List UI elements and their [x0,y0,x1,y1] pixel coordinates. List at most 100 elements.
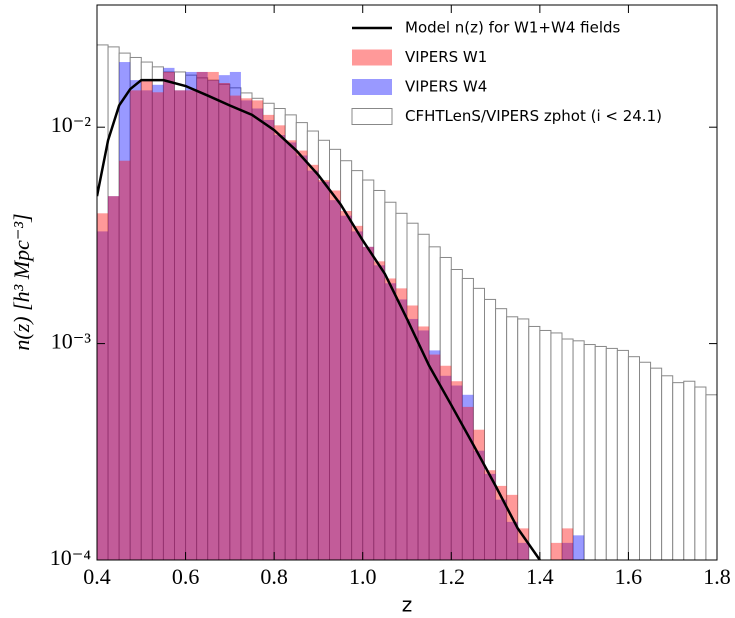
histogram-bar [152,92,164,560]
x-tick-label: 1.6 [615,564,643,589]
y-tick-label: 10⁻³ [51,329,92,354]
y-tick-label: 10⁻⁴ [50,545,92,570]
histogram-bar [174,90,186,560]
histogram-bar [683,380,696,560]
histogram-bar [351,225,363,560]
histogram-bar [141,80,153,560]
y-axis-label: n(z) [h³ Mpc⁻³] [9,213,34,350]
histogram-bar [119,160,131,560]
histogram-bar [108,196,120,560]
histogram-bar [307,170,319,560]
histogram-bar [418,326,430,560]
histogram-bar [207,80,219,560]
histogram-bar [550,332,563,560]
legend-swatch [352,49,392,66]
histogram-bar [252,100,264,560]
x-tick-label: 0.6 [172,564,200,589]
histogram-bar [495,499,507,560]
histogram-bar [229,71,241,560]
histogram-bar [594,345,607,560]
histogram-bar [163,71,175,560]
histogram-bar [119,62,131,560]
legend-label: VIPERS W1 [405,48,487,66]
histogram-bar [218,75,230,560]
model-line [97,78,541,560]
histogram-bar [562,542,574,560]
legend-swatch [352,79,392,95]
legend-label: Model n(z) for W1+W4 fields [405,19,621,37]
histogram-bar [473,450,485,560]
histogram-bar [484,473,496,560]
plot-area [97,44,717,560]
histogram-bar [185,90,197,560]
x-tick-label: 1.8 [703,564,731,589]
histogram-bar [218,83,230,560]
histogram-bar [473,429,485,560]
histogram-bar [196,71,208,560]
histogram-bar [506,494,518,560]
histogram-bar [573,535,585,560]
histogram-bar [152,84,164,560]
histogram-bar [318,181,330,560]
histogram-bar [130,80,142,560]
histogram-bar [318,180,330,560]
histogram-bar [185,71,197,560]
histogram-bar [296,150,308,560]
histogram-bar [451,385,463,560]
histogram-bar [528,325,541,560]
legend-swatch [351,108,393,125]
histogram-bar [108,196,120,560]
histogram-bar [639,361,652,560]
x-axis-label: z [402,593,413,617]
histogram-bar [583,344,596,560]
histogram-bar [340,215,352,560]
histogram-bar [506,521,518,560]
histogram-bar [351,231,363,560]
histogram-bar [627,356,641,560]
histogram-bar [252,108,264,560]
histogram-bar [240,98,252,560]
histogram-bar [141,90,153,560]
histogram-bar [440,375,452,560]
histogram-bar [462,406,474,560]
histogram-bar [395,288,407,560]
histogram-bar [163,67,175,560]
histogram-bar [429,350,441,560]
histogram-bar [616,349,629,560]
histogram-bar [495,485,507,560]
histogram-bar [561,338,574,560]
histogram-bar [97,213,109,560]
histogram-bar [373,261,385,560]
histogram-bar [418,330,430,560]
histogram-bar [550,542,562,560]
histogram-bar [451,381,463,560]
histogram-bar [395,299,407,560]
histogram-bar [329,190,341,560]
histogram-bar [407,305,419,560]
histogram-bar [517,528,529,560]
histogram-bar [672,382,685,560]
histogram-bar [384,278,396,560]
histogram-bar [285,142,297,560]
plot-frame [96,4,718,561]
histogram-bar [484,470,496,560]
histogram-bar [240,100,252,560]
histogram-bar [97,231,109,560]
x-tick-label: 0.4 [83,564,111,589]
histogram-bar [440,365,452,560]
histogram-bar [263,114,275,560]
histogram-bar [705,394,717,560]
histogram-bar [130,90,142,560]
histogram-bar [329,200,341,560]
histogram-bar [207,71,219,560]
histogram-bar [274,125,286,560]
histogram-bar [362,246,374,560]
histogram-bar [285,140,297,560]
histogram-bar [517,542,529,560]
histogram-bar [229,95,241,560]
histogram-bar [661,375,674,560]
y-tick-label: 10⁻² [51,112,92,137]
histogram-bar [650,367,663,560]
